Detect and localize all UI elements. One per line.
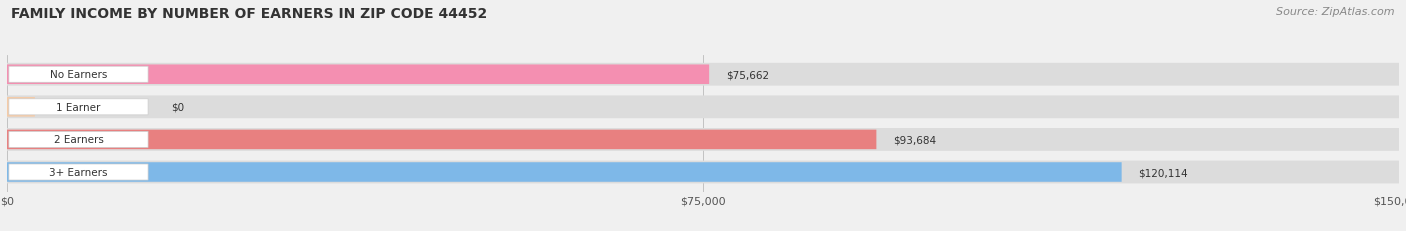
Text: $0: $0 [172, 102, 184, 112]
FancyBboxPatch shape [8, 99, 148, 115]
FancyBboxPatch shape [7, 65, 709, 85]
FancyBboxPatch shape [7, 163, 1122, 182]
FancyBboxPatch shape [7, 98, 35, 117]
Text: No Earners: No Earners [49, 70, 107, 80]
FancyBboxPatch shape [7, 96, 1399, 119]
FancyBboxPatch shape [7, 130, 876, 149]
Text: $93,684: $93,684 [893, 135, 936, 145]
FancyBboxPatch shape [7, 64, 1399, 86]
FancyBboxPatch shape [8, 132, 148, 148]
Text: FAMILY INCOME BY NUMBER OF EARNERS IN ZIP CODE 44452: FAMILY INCOME BY NUMBER OF EARNERS IN ZI… [11, 7, 488, 21]
Text: 3+ Earners: 3+ Earners [49, 167, 108, 177]
Text: $75,662: $75,662 [725, 70, 769, 80]
Text: 1 Earner: 1 Earner [56, 102, 101, 112]
Text: $120,114: $120,114 [1139, 167, 1188, 177]
FancyBboxPatch shape [7, 128, 1399, 151]
FancyBboxPatch shape [7, 161, 1399, 184]
Text: 2 Earners: 2 Earners [53, 135, 104, 145]
Text: Source: ZipAtlas.com: Source: ZipAtlas.com [1277, 7, 1395, 17]
FancyBboxPatch shape [8, 164, 148, 180]
FancyBboxPatch shape [8, 67, 148, 83]
